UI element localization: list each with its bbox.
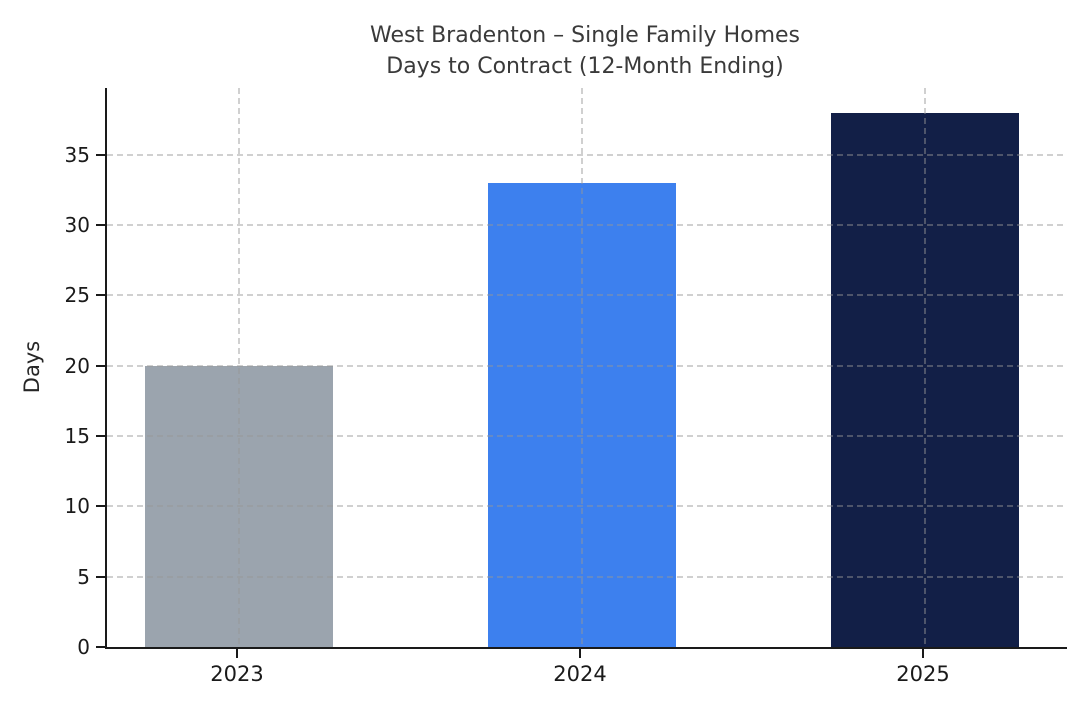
vertical-gridline-2025 <box>924 88 926 647</box>
y-tick-label-20: 20 <box>64 353 90 378</box>
y-tick-mark-0 <box>96 646 105 648</box>
y-tick-mark-25 <box>96 294 105 297</box>
y-tick-mark-15 <box>96 435 105 438</box>
x-tick-label-2023: 2023 <box>210 662 264 686</box>
chart-title-line1: West Bradenton – Single Family Homes <box>370 23 800 48</box>
y-tick-mark-5 <box>96 575 105 578</box>
horizontal-gridline-20 <box>107 364 1067 367</box>
y-tick-mark-20 <box>96 364 105 367</box>
bar-2024 <box>488 182 676 647</box>
y-tick-mark-35 <box>96 153 105 156</box>
y-tick-label-0: 0 <box>77 635 90 659</box>
y-tick-mark-30 <box>96 224 105 227</box>
bar-2025 <box>831 112 1019 647</box>
x-tick-mark-2025 <box>922 649 924 658</box>
horizontal-gridline-15 <box>107 435 1067 438</box>
x-tick-label-2024: 2024 <box>553 662 607 686</box>
horizontal-gridline-35 <box>107 153 1067 156</box>
vertical-gridline-2023 <box>238 88 240 647</box>
vertical-gridline-2024 <box>581 88 583 647</box>
y-tick-mark-10 <box>96 505 105 508</box>
y-tick-label-5: 5 <box>77 564 90 589</box>
x-tick-label-2025: 2025 <box>896 662 950 686</box>
bar-2023 <box>145 365 333 647</box>
plot-area <box>105 88 1067 649</box>
horizontal-gridline-10 <box>107 505 1067 508</box>
horizontal-gridline-5 <box>107 575 1067 578</box>
y-tick-label-25: 25 <box>64 283 90 308</box>
horizontal-gridline-30 <box>107 224 1067 227</box>
x-tick-mark-2023 <box>236 649 238 658</box>
horizontal-gridline-25 <box>107 294 1067 297</box>
y-tick-label-15: 15 <box>64 424 90 449</box>
y-tick-label-10: 10 <box>64 494 90 519</box>
x-tick-mark-2024 <box>579 649 581 658</box>
y-tick-label-35: 35 <box>64 142 90 167</box>
chart-title: West Bradenton – Single Family Homes Day… <box>105 20 1065 82</box>
y-tick-label-30: 30 <box>64 213 90 238</box>
chart-title-line2: Days to Contract (12-Month Ending) <box>386 54 784 79</box>
